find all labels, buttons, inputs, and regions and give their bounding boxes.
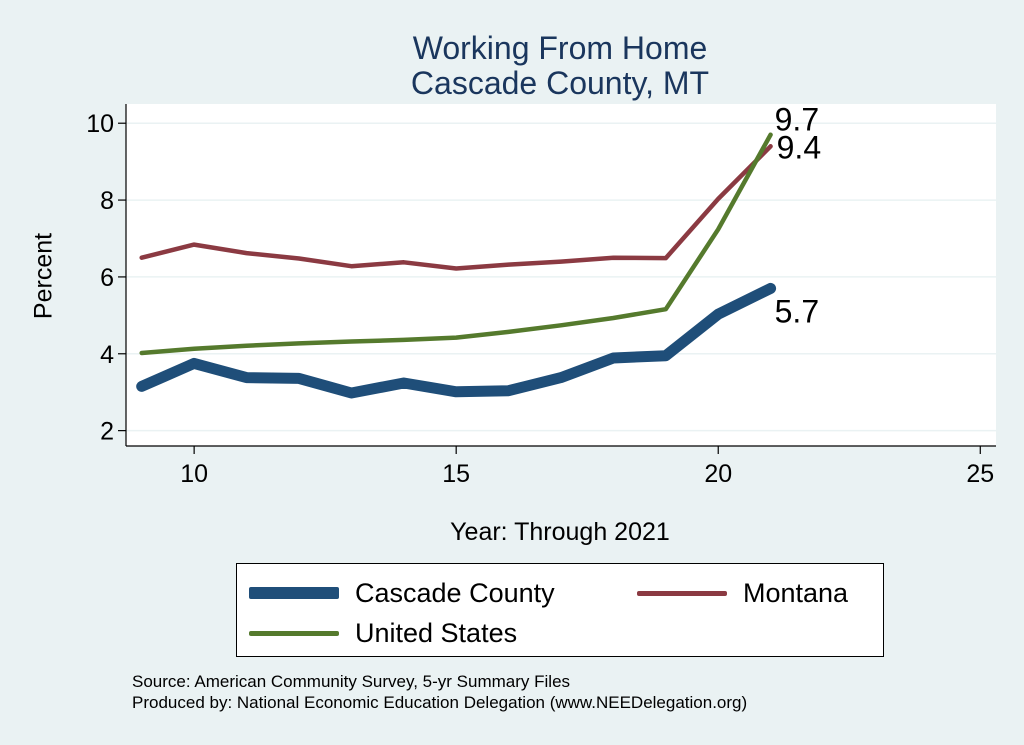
series-line-cascade-county bbox=[136, 282, 777, 399]
x-tick-label-20: 20 bbox=[704, 460, 732, 488]
legend-item-montana: Montana bbox=[637, 578, 848, 608]
y-axis-label: Percent bbox=[29, 232, 58, 320]
legend: Cascade County Montana United States bbox=[236, 563, 884, 657]
y-tick-label-8: 8 bbox=[100, 187, 114, 215]
y-tick-label-2: 2 bbox=[100, 418, 114, 446]
y-tick-label-4: 4 bbox=[100, 341, 114, 369]
x-axis-label: Year: Through 2021 bbox=[450, 518, 670, 546]
end-label-united-states: 9.7 bbox=[775, 102, 819, 138]
x-tick-label-25: 25 bbox=[966, 460, 994, 488]
chart-title-line-2: Cascade County, MT bbox=[410, 65, 710, 101]
series-line-united-states bbox=[139, 132, 773, 356]
end-label-cascade-county: 5.7 bbox=[775, 293, 819, 329]
x-tick-label-15: 15 bbox=[442, 460, 470, 488]
legend-swatch-united-states bbox=[249, 630, 339, 636]
legend-label-montana: Montana bbox=[743, 577, 849, 608]
legend-label-united-states: United States bbox=[355, 617, 518, 648]
x-tick-label-10: 10 bbox=[180, 460, 208, 488]
chart-title-line-1: Working From Home bbox=[412, 30, 708, 66]
legend-label-cascade-county: Cascade County bbox=[355, 577, 555, 608]
legend-swatch-cascade-county bbox=[249, 587, 339, 599]
plot-area bbox=[126, 104, 996, 446]
source-note: Source: American Community Survey, 5-yr … bbox=[132, 672, 571, 691]
y-tick-label-6: 6 bbox=[100, 264, 114, 292]
producer-note: Produced by: National Economic Education… bbox=[132, 693, 748, 712]
legend-item-cascade-county: Cascade County bbox=[249, 578, 555, 608]
y-tick-label-10: 10 bbox=[86, 110, 114, 138]
legend-swatch-montana bbox=[637, 590, 727, 596]
legend-item-united-states: United States bbox=[249, 618, 517, 648]
series-line-montana bbox=[139, 144, 773, 271]
end-label-montana: 9.4 bbox=[777, 129, 821, 165]
